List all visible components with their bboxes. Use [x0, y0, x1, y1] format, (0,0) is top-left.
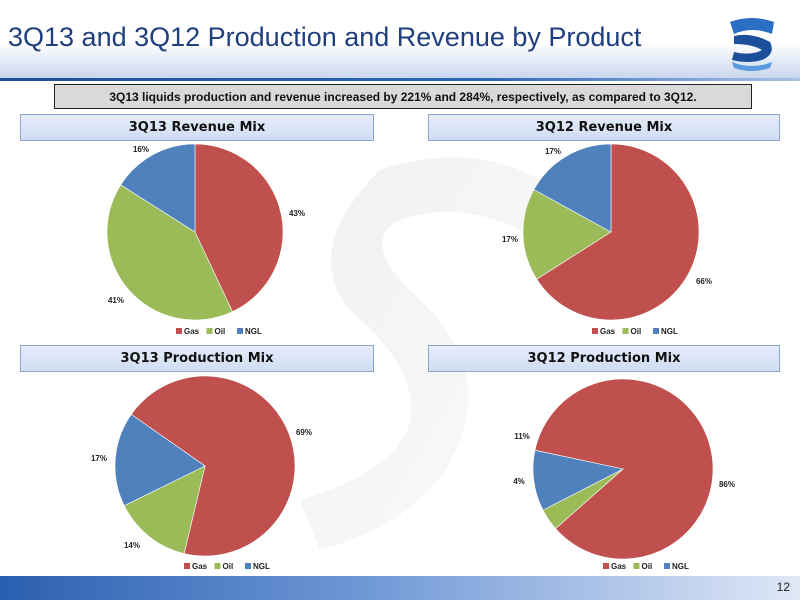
legend-swatch-0-ngl — [237, 328, 243, 334]
legend-label-3-gas: Gas — [611, 562, 627, 571]
pie-slice-2-oil — [123, 465, 206, 554]
legend-swatch-2-oil — [214, 563, 221, 569]
data-label-2-oil: 14% — [124, 541, 140, 550]
data-label-2-ngl: 17% — [91, 454, 107, 463]
legend-label-1-gas: Gas — [600, 327, 616, 336]
header-divider — [0, 78, 800, 81]
legend-swatch-1-oil — [622, 328, 629, 334]
chart-title-3q12-revenue: 3Q12 Revenue Mix — [428, 114, 780, 141]
data-label-1-oil: 17% — [502, 235, 518, 244]
pie-slice-0-oil — [106, 184, 233, 321]
data-label-0-gas: 43% — [289, 209, 305, 218]
pie-slice-0-gas — [194, 143, 284, 313]
footer-band — [0, 576, 800, 600]
legend-label-2-oil: Oil — [223, 562, 234, 571]
summary-banner: 3Q13 liquids production and revenue incr… — [54, 84, 752, 109]
legend-swatch-3-gas — [603, 563, 609, 569]
pie-slice-3-ngl — [532, 449, 624, 511]
pie-slice-2-gas — [130, 375, 296, 557]
legend-label-0-oil: Oil — [215, 327, 226, 336]
legend-label-2-ngl: NGL — [253, 562, 270, 571]
legend-label-0-ngl: NGL — [245, 327, 262, 336]
legend-swatch-2-gas — [184, 563, 190, 569]
legend-label-0-gas: Gas — [184, 327, 200, 336]
legend-label-1-ngl: NGL — [661, 327, 678, 336]
legend-label-3-oil: Oil — [642, 562, 653, 571]
background-watermark — [300, 157, 540, 550]
header-band — [0, 0, 800, 78]
company-logo — [730, 18, 774, 71]
chart-title-3q13-revenue: 3Q13 Revenue Mix — [20, 114, 374, 141]
legend-swatch-0-oil — [206, 328, 213, 334]
data-label-3-gas: 86% — [719, 480, 735, 489]
legend-swatch-3-ngl — [664, 563, 670, 569]
legend-swatch-1-ngl — [653, 328, 659, 334]
legend-swatch-2-ngl — [245, 563, 251, 569]
pie-slice-1-ngl — [533, 143, 612, 233]
legend-label-3-ngl: NGL — [672, 562, 689, 571]
legend-label-2-gas: Gas — [192, 562, 208, 571]
legend-swatch-0-gas — [176, 328, 182, 334]
data-label-2-gas: 69% — [296, 428, 312, 437]
data-label-3-ngl: 11% — [514, 432, 530, 441]
chart-title-3q13-production: 3Q13 Production Mix — [20, 345, 374, 372]
pie-slice-1-oil — [522, 189, 612, 280]
legend-swatch-1-gas — [592, 328, 598, 334]
pie-slice-0-ngl — [120, 143, 196, 233]
slide-title: 3Q13 and 3Q12 Production and Revenue by … — [8, 22, 642, 52]
data-label-1-gas: 66% — [696, 277, 712, 286]
data-label-3-oil: 4% — [513, 477, 525, 486]
legend-label-1-oil: Oil — [631, 327, 642, 336]
data-label-0-oil: 41% — [108, 296, 124, 305]
chart-title-3q12-production: 3Q12 Production Mix — [428, 345, 780, 372]
legend-swatch-3-oil — [633, 563, 640, 569]
pie-slice-2-ngl — [114, 413, 206, 507]
data-label-0-ngl: 16% — [133, 145, 149, 154]
data-label-1-ngl: 17% — [545, 147, 561, 156]
pie-slice-3-gas — [534, 378, 714, 560]
page-number: 12 — [776, 580, 790, 594]
pie-slice-1-gas — [536, 143, 700, 321]
